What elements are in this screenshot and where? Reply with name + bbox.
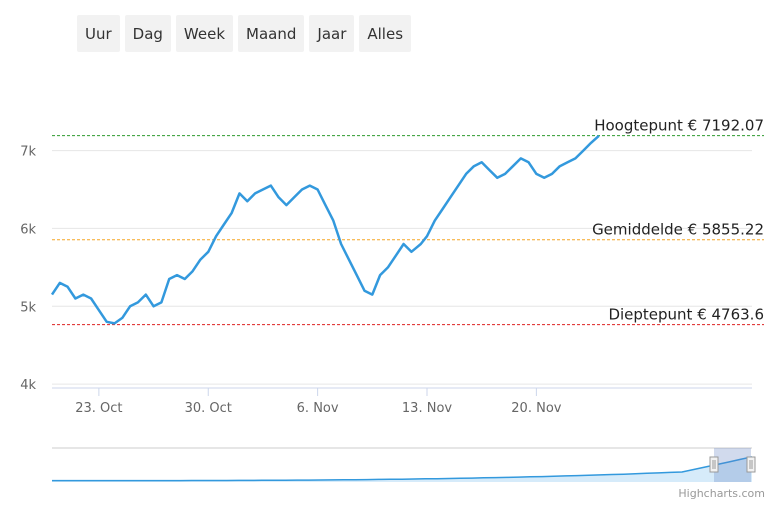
y-tick-label: 4k — [20, 378, 36, 393]
navigator-series-line — [52, 456, 753, 482]
y-tick-label: 7k — [20, 145, 36, 160]
navigator[interactable] — [52, 447, 756, 482]
range-button-day[interactable]: Dag — [124, 15, 171, 52]
navigator-area — [52, 456, 752, 482]
y-tick-label: 6k — [20, 222, 36, 237]
range-button-all[interactable]: Alles — [359, 15, 412, 52]
series — [50, 134, 600, 325]
plot-line-label-high: Hoogtepunt € 7192.07 — [594, 117, 764, 135]
price-series-line — [50, 134, 600, 325]
plot-lines: Hoogtepunt € 7192.07 Gemiddelde € 5855.22… — [52, 117, 764, 326]
x-tick-label: 20. Nov — [511, 401, 561, 416]
grid — [52, 150, 752, 385]
y-axis: 4k 5k 6k 7k — [20, 145, 36, 394]
range-button-year[interactable]: Jaar — [309, 15, 355, 52]
range-button-month[interactable]: Maand — [238, 15, 305, 52]
x-tick-label: 23. Oct — [75, 401, 122, 416]
range-button-week[interactable]: Week — [175, 15, 234, 52]
x-tick-label: 6. Nov — [297, 401, 339, 416]
y-tick-label: 5k — [20, 300, 36, 315]
navigator-right-handle[interactable] — [746, 456, 756, 473]
x-axis: 23. Oct 30. Oct 6. Nov 13. Nov 20. Nov — [52, 387, 752, 416]
x-tick-label: 13. Nov — [402, 401, 452, 416]
plot-line-label-low: Dieptepunt € 4763.6 — [608, 306, 764, 324]
x-tick-label: 30. Oct — [185, 401, 232, 416]
plot-line-label-avg: Gemiddelde € 5855.22 — [592, 221, 764, 239]
range-button-hour[interactable]: Uur — [77, 15, 120, 52]
range-selector: Uur Dag Week Maand Jaar Alles — [77, 15, 412, 52]
navigator-selected-range[interactable] — [714, 448, 751, 482]
navigator-left-handle[interactable] — [709, 456, 719, 473]
credits-link[interactable]: Highcharts.com — [678, 487, 765, 500]
